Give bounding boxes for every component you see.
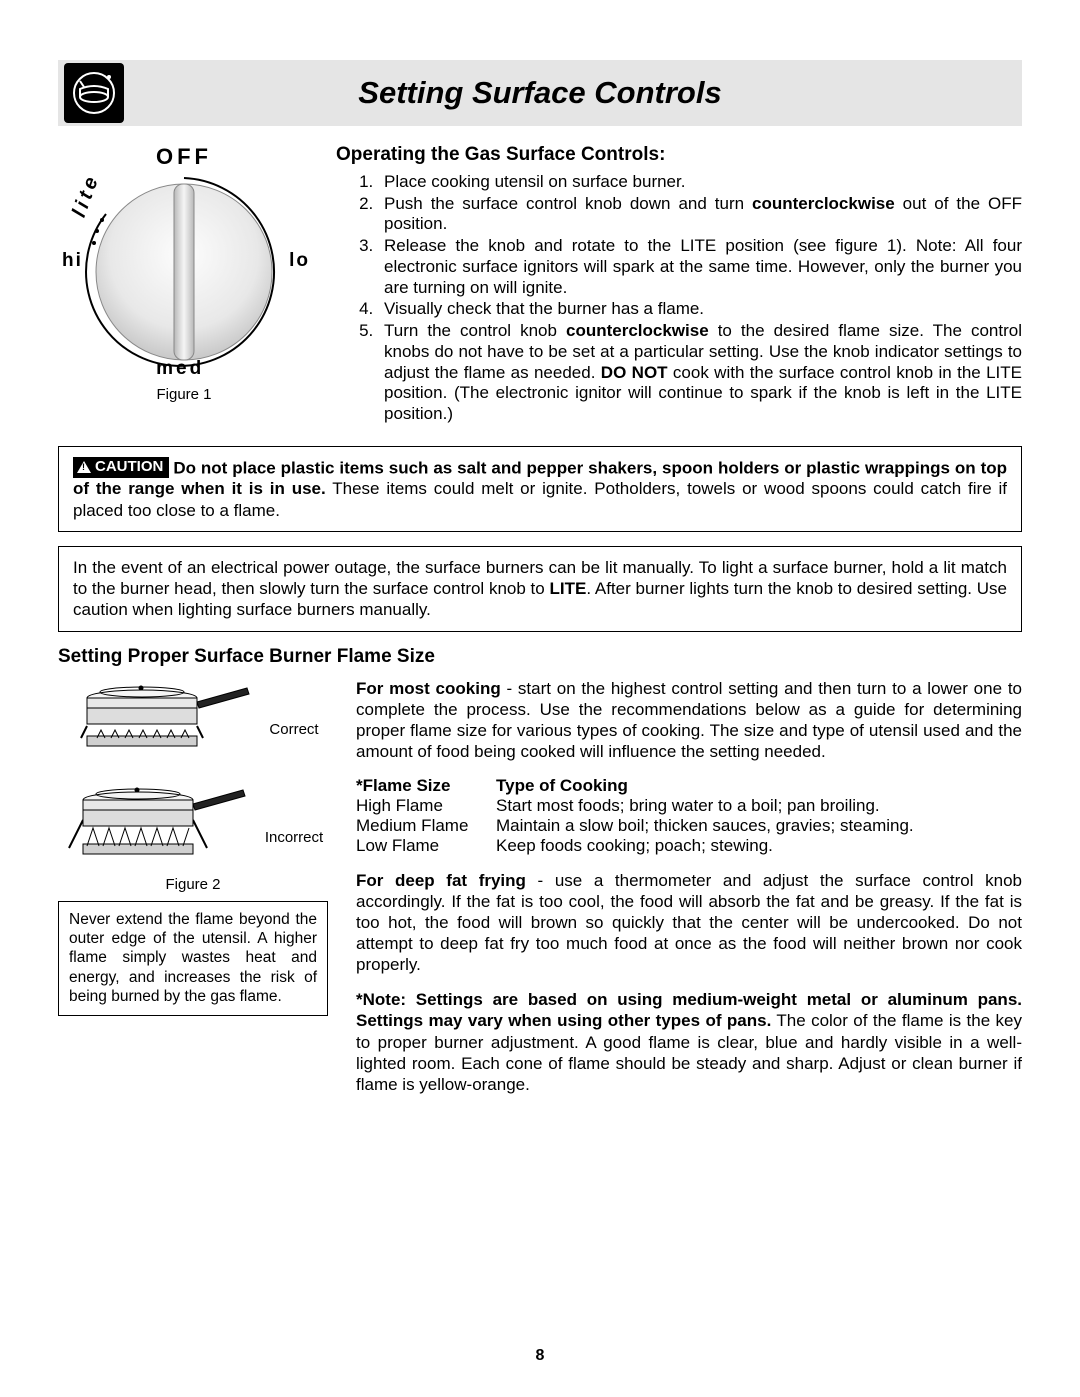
page-title: Setting Surface Controls xyxy=(58,75,1022,111)
caution-badge: CAUTION xyxy=(73,457,169,478)
operating-steps: Place cooking utensil on surface burner.… xyxy=(336,172,1022,425)
operating-heading: Operating the Gas Surface Controls: xyxy=(336,144,1022,166)
flame-size-table: *Flame Size Type of Cooking High Flame S… xyxy=(356,776,1022,856)
incorrect-label: Incorrect xyxy=(265,829,323,846)
table-cell: Start most foods; bring water to a boil;… xyxy=(496,796,1022,816)
step-4: Visually check that the burner has a fla… xyxy=(378,299,1022,320)
deep-frying-paragraph: For deep fat frying - use a thermometer … xyxy=(356,870,1022,975)
table-cell: Medium Flame xyxy=(356,816,496,836)
figure-2-column: Correct Incorrect Figure 2 Never extend … xyxy=(58,678,328,1095)
table-header-flame: *Flame Size xyxy=(356,776,496,796)
flame-size-heading: Setting Proper Surface Burner Flame Size xyxy=(58,646,1022,668)
caution-box: CAUTIONDo not place plastic items such a… xyxy=(58,446,1022,532)
table-cell: Maintain a slow boil; thicken sauces, gr… xyxy=(496,816,1022,836)
table-cell: Low Flame xyxy=(356,836,496,856)
note-paragraph: *Note: Settings are based on using mediu… xyxy=(356,989,1022,1094)
power-outage-box: In the event of an electrical power outa… xyxy=(58,546,1022,632)
step-3: Release the knob and rotate to the LITE … xyxy=(378,236,1022,298)
warning-triangle-icon xyxy=(77,461,91,473)
table-cell: Keep foods cooking; poach; stewing. xyxy=(496,836,1022,856)
title-banner: Setting Surface Controls xyxy=(58,60,1022,126)
pot-icon xyxy=(64,63,124,123)
page-number: 8 xyxy=(536,1347,545,1365)
most-cooking-paragraph: For most cooking - start on the highest … xyxy=(356,678,1022,762)
step-1: Place cooking utensil on surface burner. xyxy=(378,172,1022,193)
step-2: Push the surface control knob down and t… xyxy=(378,194,1022,235)
correct-flame-icon xyxy=(67,678,257,758)
incorrect-flame-icon xyxy=(63,776,253,866)
figure-1-caption: Figure 1 xyxy=(58,386,310,403)
correct-label: Correct xyxy=(269,721,318,738)
knob-figure: OFF lo hi med lite xyxy=(58,144,310,426)
flame-warning-box: Never extend the flame beyond the outer … xyxy=(58,901,328,1016)
table-header-cooking: Type of Cooking xyxy=(496,776,1022,796)
figure-2-caption: Figure 2 xyxy=(58,876,328,893)
step-5: Turn the control knob counterclockwise t… xyxy=(378,321,1022,425)
table-cell: High Flame xyxy=(356,796,496,816)
